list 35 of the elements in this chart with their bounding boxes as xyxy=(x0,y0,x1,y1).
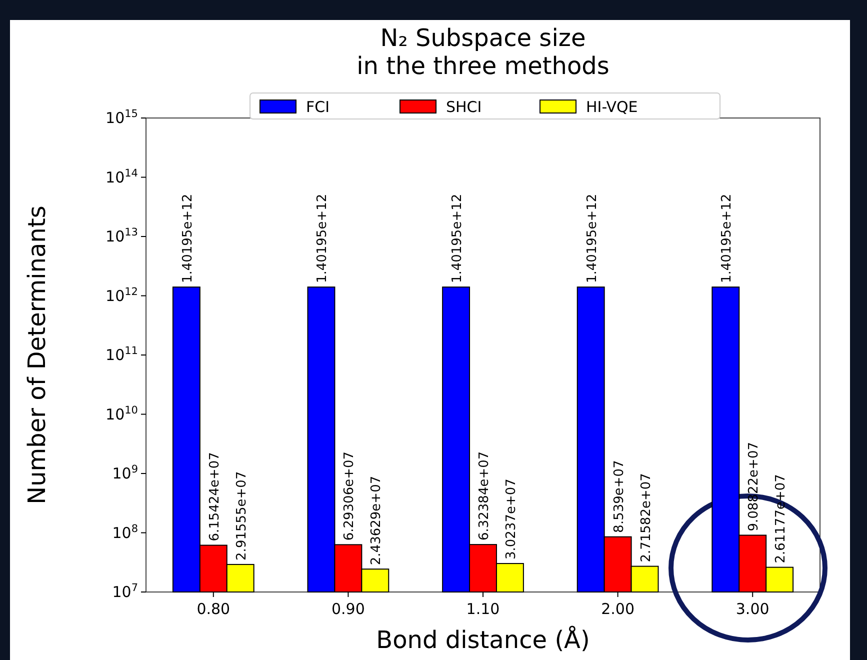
y-tick-label: 10$^{7}$ xyxy=(112,582,138,601)
data-label: 6.29306e+07 xyxy=(342,451,358,541)
data-label: 2.71582e+07 xyxy=(638,473,654,562)
y-axis-title: Number of Determinants xyxy=(23,206,51,504)
data-label: 1.40195e+12 xyxy=(720,194,735,284)
data-label: 6.32384e+07 xyxy=(477,451,492,541)
x-tick-label: 0.80 xyxy=(196,600,230,618)
y-tick-label: 10$^{10}$ xyxy=(106,404,138,424)
y-tick-label: 10$^{8}$ xyxy=(112,522,138,542)
y-tick-label: 10$^{11}$ xyxy=(106,345,138,364)
data-label: 2.43629e+07 xyxy=(369,476,384,566)
y-tick-label: 10$^{15}$ xyxy=(106,108,138,127)
data-label: 9.08822e+07 xyxy=(746,442,762,532)
data-label: 6.15424e+07 xyxy=(207,452,222,542)
data-label: 1.40195e+12 xyxy=(180,194,196,284)
data-label: 2.91555e+07 xyxy=(234,471,250,560)
x-tick-label: 0.90 xyxy=(331,600,365,618)
legend-label: FCI xyxy=(306,98,330,116)
x-tick-label: 3.00 xyxy=(736,600,770,618)
x-axis-title: Bond distance (Å) xyxy=(376,625,590,654)
x-tick-label: 1.10 xyxy=(466,600,500,618)
data-label: 8.539e+07 xyxy=(612,460,627,533)
y-tick-label: 10$^{9}$ xyxy=(112,464,138,482)
y-tick-label: 10$^{13}$ xyxy=(106,226,138,246)
data-label: 1.40195e+12 xyxy=(450,194,466,284)
data-label: 1.40195e+12 xyxy=(584,194,600,284)
chart-title: N₂ Subspace size in the three methods xyxy=(356,24,610,80)
y-tick-label: 10$^{12}$ xyxy=(106,286,138,305)
x-tick-label: 2.00 xyxy=(601,600,635,618)
data-label: 1.40195e+12 xyxy=(315,194,330,284)
data-label: 3.0237e+07 xyxy=(504,478,519,560)
legend-label: HI-VQE xyxy=(586,98,638,116)
data-label: 2.61177e+07 xyxy=(774,474,789,564)
y-tick-label: 10$^{14}$ xyxy=(106,167,138,186)
legend-label: SHCI xyxy=(446,98,482,116)
